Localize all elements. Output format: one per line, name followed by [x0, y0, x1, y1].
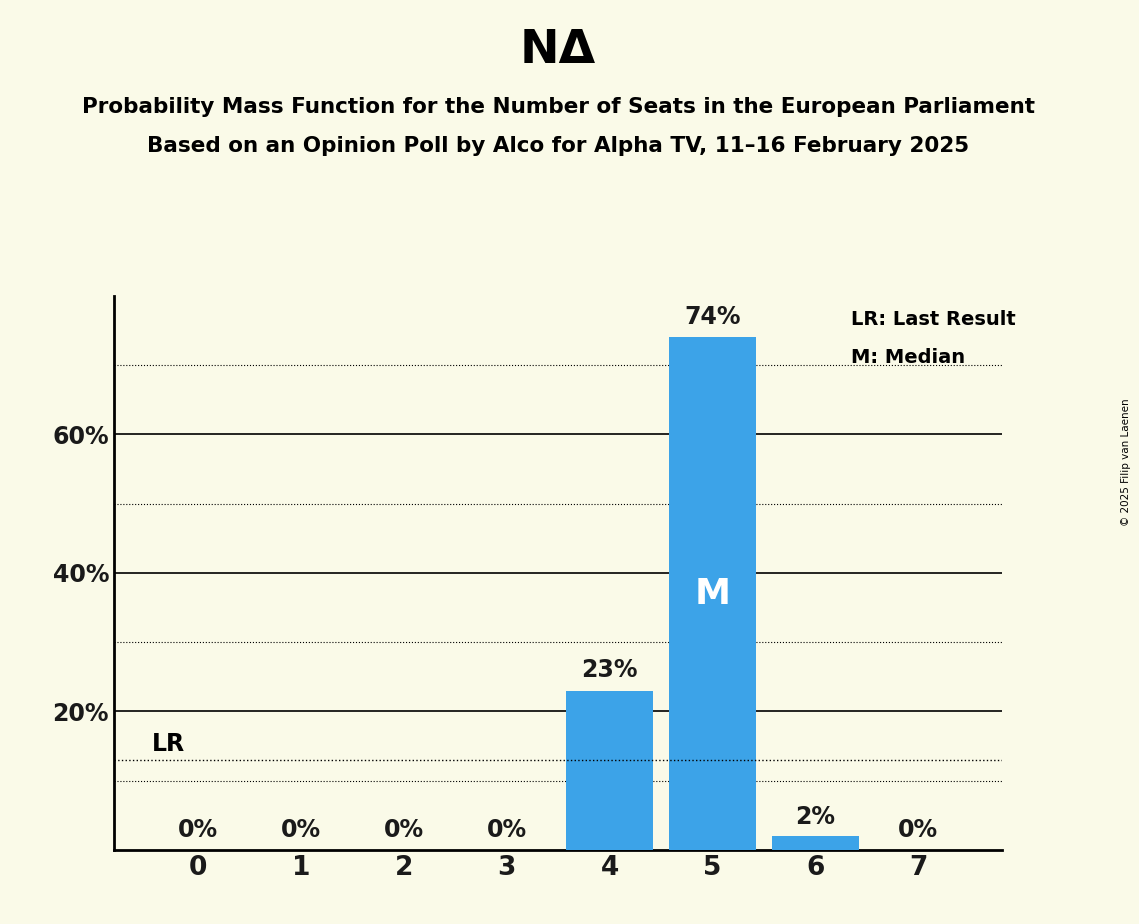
Text: NΔ: NΔ	[521, 28, 596, 73]
Text: 0%: 0%	[178, 818, 218, 842]
Text: 0%: 0%	[486, 818, 526, 842]
Text: LR: LR	[151, 732, 185, 756]
Text: M: Median: M: Median	[851, 347, 966, 367]
Bar	[566, 691, 654, 850]
Text: LR: Last Result: LR: Last Result	[851, 310, 1016, 329]
Bar	[771, 836, 859, 850]
Text: 0%: 0%	[899, 818, 939, 842]
Text: 74%: 74%	[685, 305, 740, 329]
Text: Based on an Opinion Poll by Alco for Alpha TV, 11–16 February 2025: Based on an Opinion Poll by Alco for Alp…	[147, 136, 969, 156]
Text: 0%: 0%	[384, 818, 424, 842]
Text: 0%: 0%	[281, 818, 321, 842]
Text: M: M	[695, 577, 730, 611]
Bar	[669, 337, 756, 850]
Text: © 2025 Filip van Laenen: © 2025 Filip van Laenen	[1121, 398, 1131, 526]
Text: 2%: 2%	[795, 806, 835, 830]
Text: Probability Mass Function for the Number of Seats in the European Parliament: Probability Mass Function for the Number…	[82, 97, 1034, 117]
Text: 23%: 23%	[581, 659, 638, 682]
